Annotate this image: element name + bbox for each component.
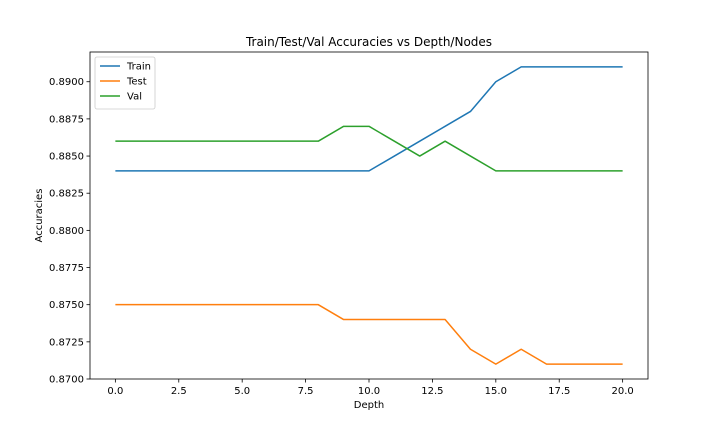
series-line-val — [115, 125, 623, 172]
x-tick-label: 12.5 — [421, 386, 443, 397]
legend-label: Val — [127, 92, 142, 103]
chart-title: Train/Test/Val Accuracies vs Depth/Nodes — [245, 35, 492, 49]
y-tick-label: 0.8900 — [49, 77, 84, 88]
legend-label: Test — [126, 77, 147, 88]
x-tick-label: 20.0 — [612, 386, 634, 397]
y-axis: 0.8700 0.8725 0.8750 0.8775 0.8800 0.8825 0.88… — [49, 77, 90, 386]
plot-frame — [89, 51, 649, 380]
y-tick-label: 0.8800 — [49, 226, 84, 237]
legend: Train Test Val — [94, 56, 156, 110]
series-line-test — [115, 303, 623, 365]
x-tick-label: 5.0 — [234, 386, 250, 397]
y-axis-title: Accuracies — [34, 189, 45, 243]
y-tick-label: 0.8875 — [49, 114, 84, 125]
series-line-train — [115, 66, 623, 172]
y-tick-label: 0.8775 — [49, 263, 84, 274]
x-tick-label: 17.5 — [548, 386, 570, 397]
legend-label: Train — [126, 62, 151, 73]
y-tick-label: 0.8850 — [49, 152, 84, 163]
y-tick-label: 0.8700 — [49, 375, 84, 386]
x-tick-label: 2.5 — [171, 386, 187, 397]
series-layer — [115, 66, 623, 365]
x-axis: 0.0 2.5 5.0 7.5 10.0 12.5 15.0 17.5 20.0 — [107, 379, 634, 397]
x-tick-label: 15.0 — [485, 386, 507, 397]
y-tick-label: 0.8825 — [49, 189, 84, 200]
y-tick-label: 0.8750 — [49, 300, 84, 311]
x-tick-label: 7.5 — [298, 386, 314, 397]
y-tick-label: 0.8725 — [49, 337, 84, 348]
x-axis-title: Depth — [354, 400, 384, 411]
x-tick-label: 10.0 — [358, 386, 380, 397]
x-tick-label: 0.0 — [107, 386, 123, 397]
